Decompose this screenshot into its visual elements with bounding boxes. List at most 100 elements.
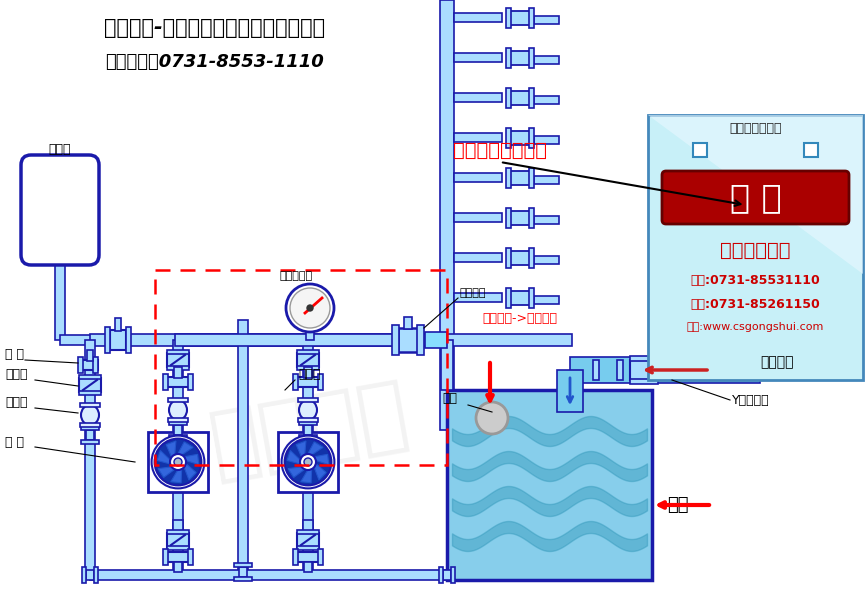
Polygon shape xyxy=(648,115,863,274)
Polygon shape xyxy=(181,454,199,465)
Bar xyxy=(167,366,189,370)
Bar xyxy=(297,552,319,562)
Bar xyxy=(417,325,424,355)
Bar xyxy=(454,12,502,21)
Bar xyxy=(440,0,454,430)
Bar xyxy=(81,440,99,444)
FancyBboxPatch shape xyxy=(21,155,99,265)
Bar xyxy=(534,296,559,304)
Bar xyxy=(630,379,658,384)
Text: 止回阀: 止回阀 xyxy=(5,368,28,381)
Bar xyxy=(297,546,319,550)
Bar xyxy=(441,340,453,390)
Bar xyxy=(506,248,511,268)
Bar xyxy=(509,91,531,105)
Bar xyxy=(303,520,313,570)
FancyBboxPatch shape xyxy=(662,171,849,224)
Bar xyxy=(299,435,317,439)
Bar xyxy=(85,340,95,575)
Circle shape xyxy=(285,439,332,486)
Text: 中赢供水-专注变频节能技术的给水品牌: 中赢供水-专注变频节能技术的给水品牌 xyxy=(104,18,326,38)
Bar xyxy=(630,356,658,361)
Bar xyxy=(529,128,534,148)
Bar xyxy=(79,375,101,379)
Bar xyxy=(148,432,208,492)
Bar xyxy=(173,340,183,530)
Bar xyxy=(529,288,534,308)
Bar xyxy=(239,567,247,577)
Polygon shape xyxy=(171,467,181,483)
Polygon shape xyxy=(313,462,326,480)
Bar xyxy=(167,533,189,547)
Bar xyxy=(630,360,658,380)
Bar xyxy=(529,8,534,28)
Bar xyxy=(167,546,189,550)
Text: 蝶 阀: 蝶 阀 xyxy=(5,348,24,362)
Bar xyxy=(454,52,502,62)
Bar xyxy=(509,11,531,25)
Bar xyxy=(506,48,511,68)
Bar xyxy=(93,357,98,373)
Bar xyxy=(425,332,447,348)
Text: Y型过滤器: Y型过滤器 xyxy=(732,393,770,406)
Bar xyxy=(87,350,93,361)
Text: 中赢供水: 中赢供水 xyxy=(205,373,416,487)
Text: 水箱: 水箱 xyxy=(667,496,688,514)
Bar xyxy=(234,563,252,567)
Bar xyxy=(298,398,318,402)
Bar xyxy=(80,423,100,427)
Text: 压力罐: 压力罐 xyxy=(49,143,71,156)
Circle shape xyxy=(152,436,204,489)
Bar xyxy=(318,549,323,565)
Bar xyxy=(534,136,559,144)
Bar xyxy=(293,549,298,565)
Bar xyxy=(174,425,182,435)
Bar xyxy=(94,567,98,583)
Bar xyxy=(60,335,175,345)
Bar xyxy=(163,374,168,390)
Bar xyxy=(234,577,252,581)
Circle shape xyxy=(300,454,316,470)
Bar xyxy=(534,16,559,24)
Bar xyxy=(78,357,83,373)
Bar xyxy=(534,56,559,64)
Bar xyxy=(529,88,534,108)
Bar xyxy=(155,270,447,465)
Bar xyxy=(693,143,707,157)
Bar xyxy=(506,168,511,188)
Bar xyxy=(617,360,623,380)
Bar xyxy=(175,334,447,346)
Bar xyxy=(506,8,511,28)
Circle shape xyxy=(290,288,330,328)
Bar xyxy=(297,353,319,367)
Bar xyxy=(169,421,187,425)
Bar xyxy=(86,570,94,580)
Bar xyxy=(297,533,319,547)
Bar xyxy=(304,562,312,572)
Bar xyxy=(126,327,131,353)
Bar xyxy=(304,367,312,378)
Circle shape xyxy=(476,402,508,434)
Bar xyxy=(168,398,188,402)
Text: 网址:www.csgongshui.com: 网址:www.csgongshui.com xyxy=(687,322,825,332)
Bar xyxy=(90,334,447,346)
Bar xyxy=(506,208,511,228)
Text: 远传压力表: 远传压力表 xyxy=(280,271,313,281)
Bar xyxy=(318,374,323,390)
Bar xyxy=(451,567,455,583)
Bar xyxy=(443,570,451,580)
Text: 传真:0731-85261150: 传真:0731-85261150 xyxy=(691,298,820,312)
Bar xyxy=(529,248,534,268)
Bar xyxy=(167,530,189,534)
Bar xyxy=(297,377,319,387)
Polygon shape xyxy=(157,451,173,465)
Bar xyxy=(299,421,317,425)
Bar xyxy=(392,325,399,355)
Bar xyxy=(298,418,318,422)
Bar xyxy=(398,328,418,352)
Bar xyxy=(167,350,189,354)
Bar xyxy=(454,253,502,262)
Circle shape xyxy=(155,439,201,486)
Bar xyxy=(238,320,248,580)
Bar xyxy=(168,418,188,422)
